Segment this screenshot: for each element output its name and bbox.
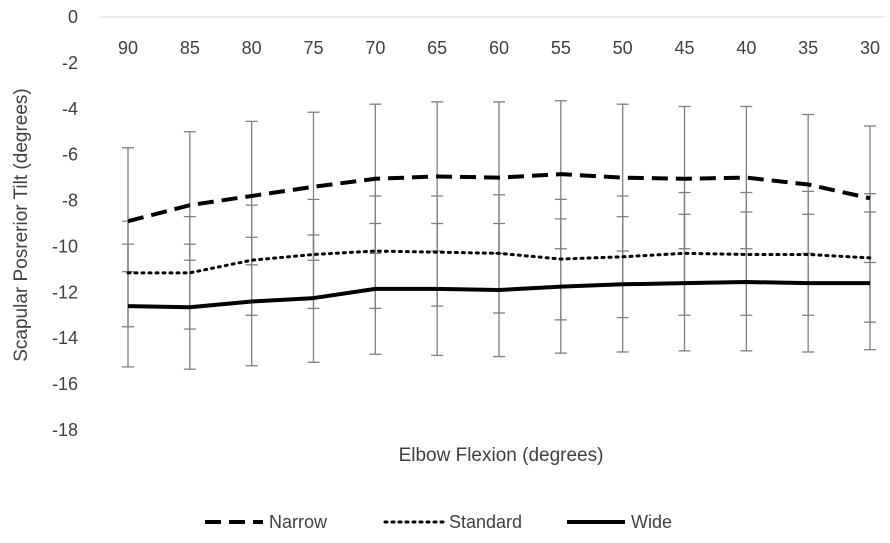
x-axis: 90 85 80 75 70 65 60 55 50 45 40 35 30 [100, 16, 885, 58]
series-line-wide [127, 280, 870, 310]
y-tick-label: -14 [52, 328, 78, 348]
y-axis-label: Scapular Posrerior Tilt (degrees) [11, 88, 32, 362]
x-tick-label: 45 [674, 38, 694, 58]
x-tick-label: 85 [180, 38, 200, 58]
x-tick-label: 90 [118, 38, 138, 58]
x-tick-label: 65 [427, 38, 447, 58]
y-tick-labels: 0 -2 -4 -6 -8 -10 -12 -14 -16 -18 [52, 7, 78, 440]
error-bars [122, 100, 876, 370]
y-tick-label: -12 [52, 282, 78, 302]
x-axis-label: Elbow Flexion (degrees) [399, 445, 604, 466]
x-tick-label: 60 [489, 38, 509, 58]
y-tick-label: -2 [62, 53, 78, 73]
x-tick-label: 75 [303, 38, 323, 58]
legend: Narrow Standard Wide [205, 512, 672, 532]
y-tick-label: -4 [62, 99, 78, 119]
x-tick-label: 30 [860, 38, 880, 58]
y-tick-label: -10 [52, 236, 78, 256]
y-tick-label: -18 [52, 420, 78, 440]
x-tick-label: 80 [242, 38, 262, 58]
x-tick-label: 70 [365, 38, 385, 58]
x-tick-label: 50 [613, 38, 633, 58]
y-tick-label: -16 [52, 374, 78, 394]
x-tick-label: 40 [736, 38, 756, 58]
x-tick-label: 55 [551, 38, 571, 58]
legend-label: Narrow [269, 512, 328, 532]
series-line-standard [126, 249, 872, 275]
x-tick-label: 35 [798, 38, 818, 58]
y-tick-label: -6 [62, 145, 78, 165]
y-tick-label: -8 [62, 191, 78, 211]
legend-label: Standard [449, 512, 522, 532]
series-lines [126, 172, 872, 310]
legend-label: Wide [631, 512, 672, 532]
y-tick-label: 0 [68, 7, 78, 27]
series-line-narrow [127, 172, 871, 224]
